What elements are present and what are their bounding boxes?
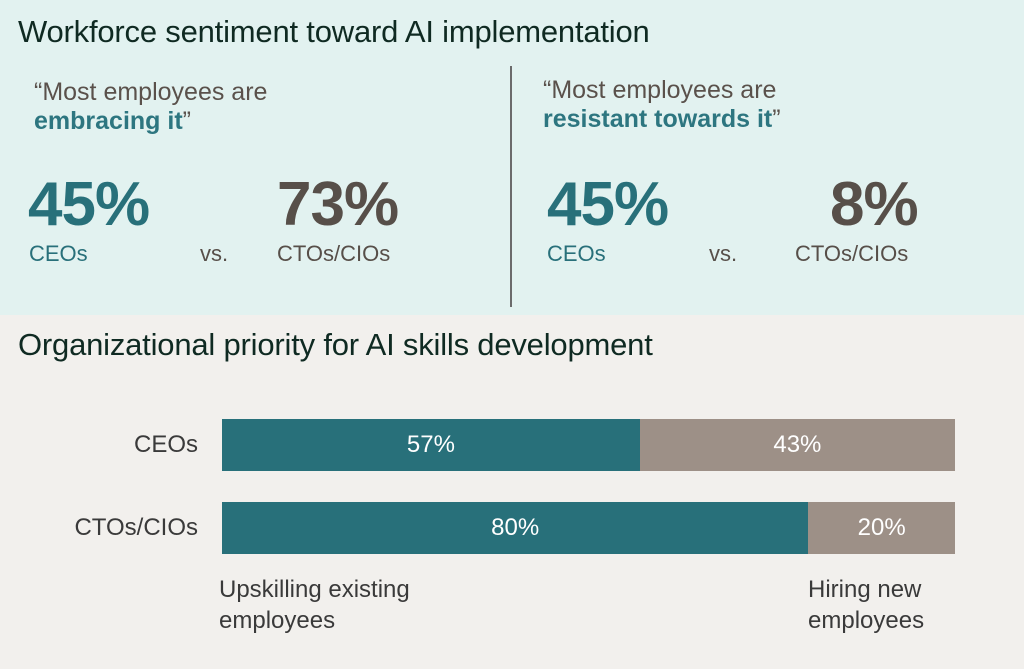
bar-segment-hiring (808, 502, 955, 554)
legend-upskilling-line1: Upskilling existing (219, 576, 410, 603)
quote-emphasis: embracing it (34, 107, 183, 135)
quote-emphasis: resistant towards it (543, 105, 773, 133)
category-label: CEOs (133, 431, 198, 458)
bar-data-label: 80% (491, 514, 540, 541)
resistant-ceo-label: CEOs (547, 241, 606, 266)
embracing-quote: “Most employees are embracing it” (34, 78, 267, 136)
embracing-cto-value: 73% (277, 170, 399, 239)
embracing-vs: vs. (200, 241, 229, 266)
sentiment-title: Workforce sentiment toward AI implementa… (18, 14, 650, 49)
legend-hiring-line2: employees (808, 607, 925, 634)
bar-data-label: 43% (773, 431, 822, 458)
quote-suffix: ” (772, 105, 781, 133)
bar-segment-upskilling (222, 419, 640, 471)
bar-segment-upskilling (222, 502, 809, 554)
quote-prefix: “Most employees are (34, 78, 268, 106)
sentiment-panel: Workforce sentiment toward AI implementa… (0, 0, 1024, 315)
category-label: CTOs/CIOs (74, 514, 198, 541)
legend-hiring-line1: Hiring new (808, 576, 922, 603)
legend-upskilling: Upskilling existing employees (219, 574, 410, 636)
legend-hiring: Hiring new employees (808, 574, 924, 636)
resistant-quote: “Most employees are resistant towards it… (543, 76, 781, 134)
resistant-vs: vs. (709, 241, 738, 266)
chart-title: Organizational priority for AI skills de… (18, 327, 653, 362)
bar-data-label: 57% (406, 431, 455, 458)
resistant-cto-label: CTOs/CIOs (795, 241, 909, 266)
bar-segment-hiring (639, 419, 955, 471)
embracing-ceo-value: 45% (28, 170, 150, 239)
resistant-ceo-value: 45% (547, 170, 669, 239)
quote-suffix: ” (182, 107, 191, 135)
embracing-ceo-label: CEOs (29, 241, 88, 266)
embracing-cto-label: CTOs/CIOs (277, 241, 391, 266)
quote-prefix: “Most employees are (543, 76, 777, 104)
bar-data-label: 20% (857, 514, 906, 541)
panel-divider (510, 66, 512, 307)
resistant-cto-value: 8% (830, 170, 919, 239)
legend-upskilling-line2: employees (219, 607, 336, 634)
